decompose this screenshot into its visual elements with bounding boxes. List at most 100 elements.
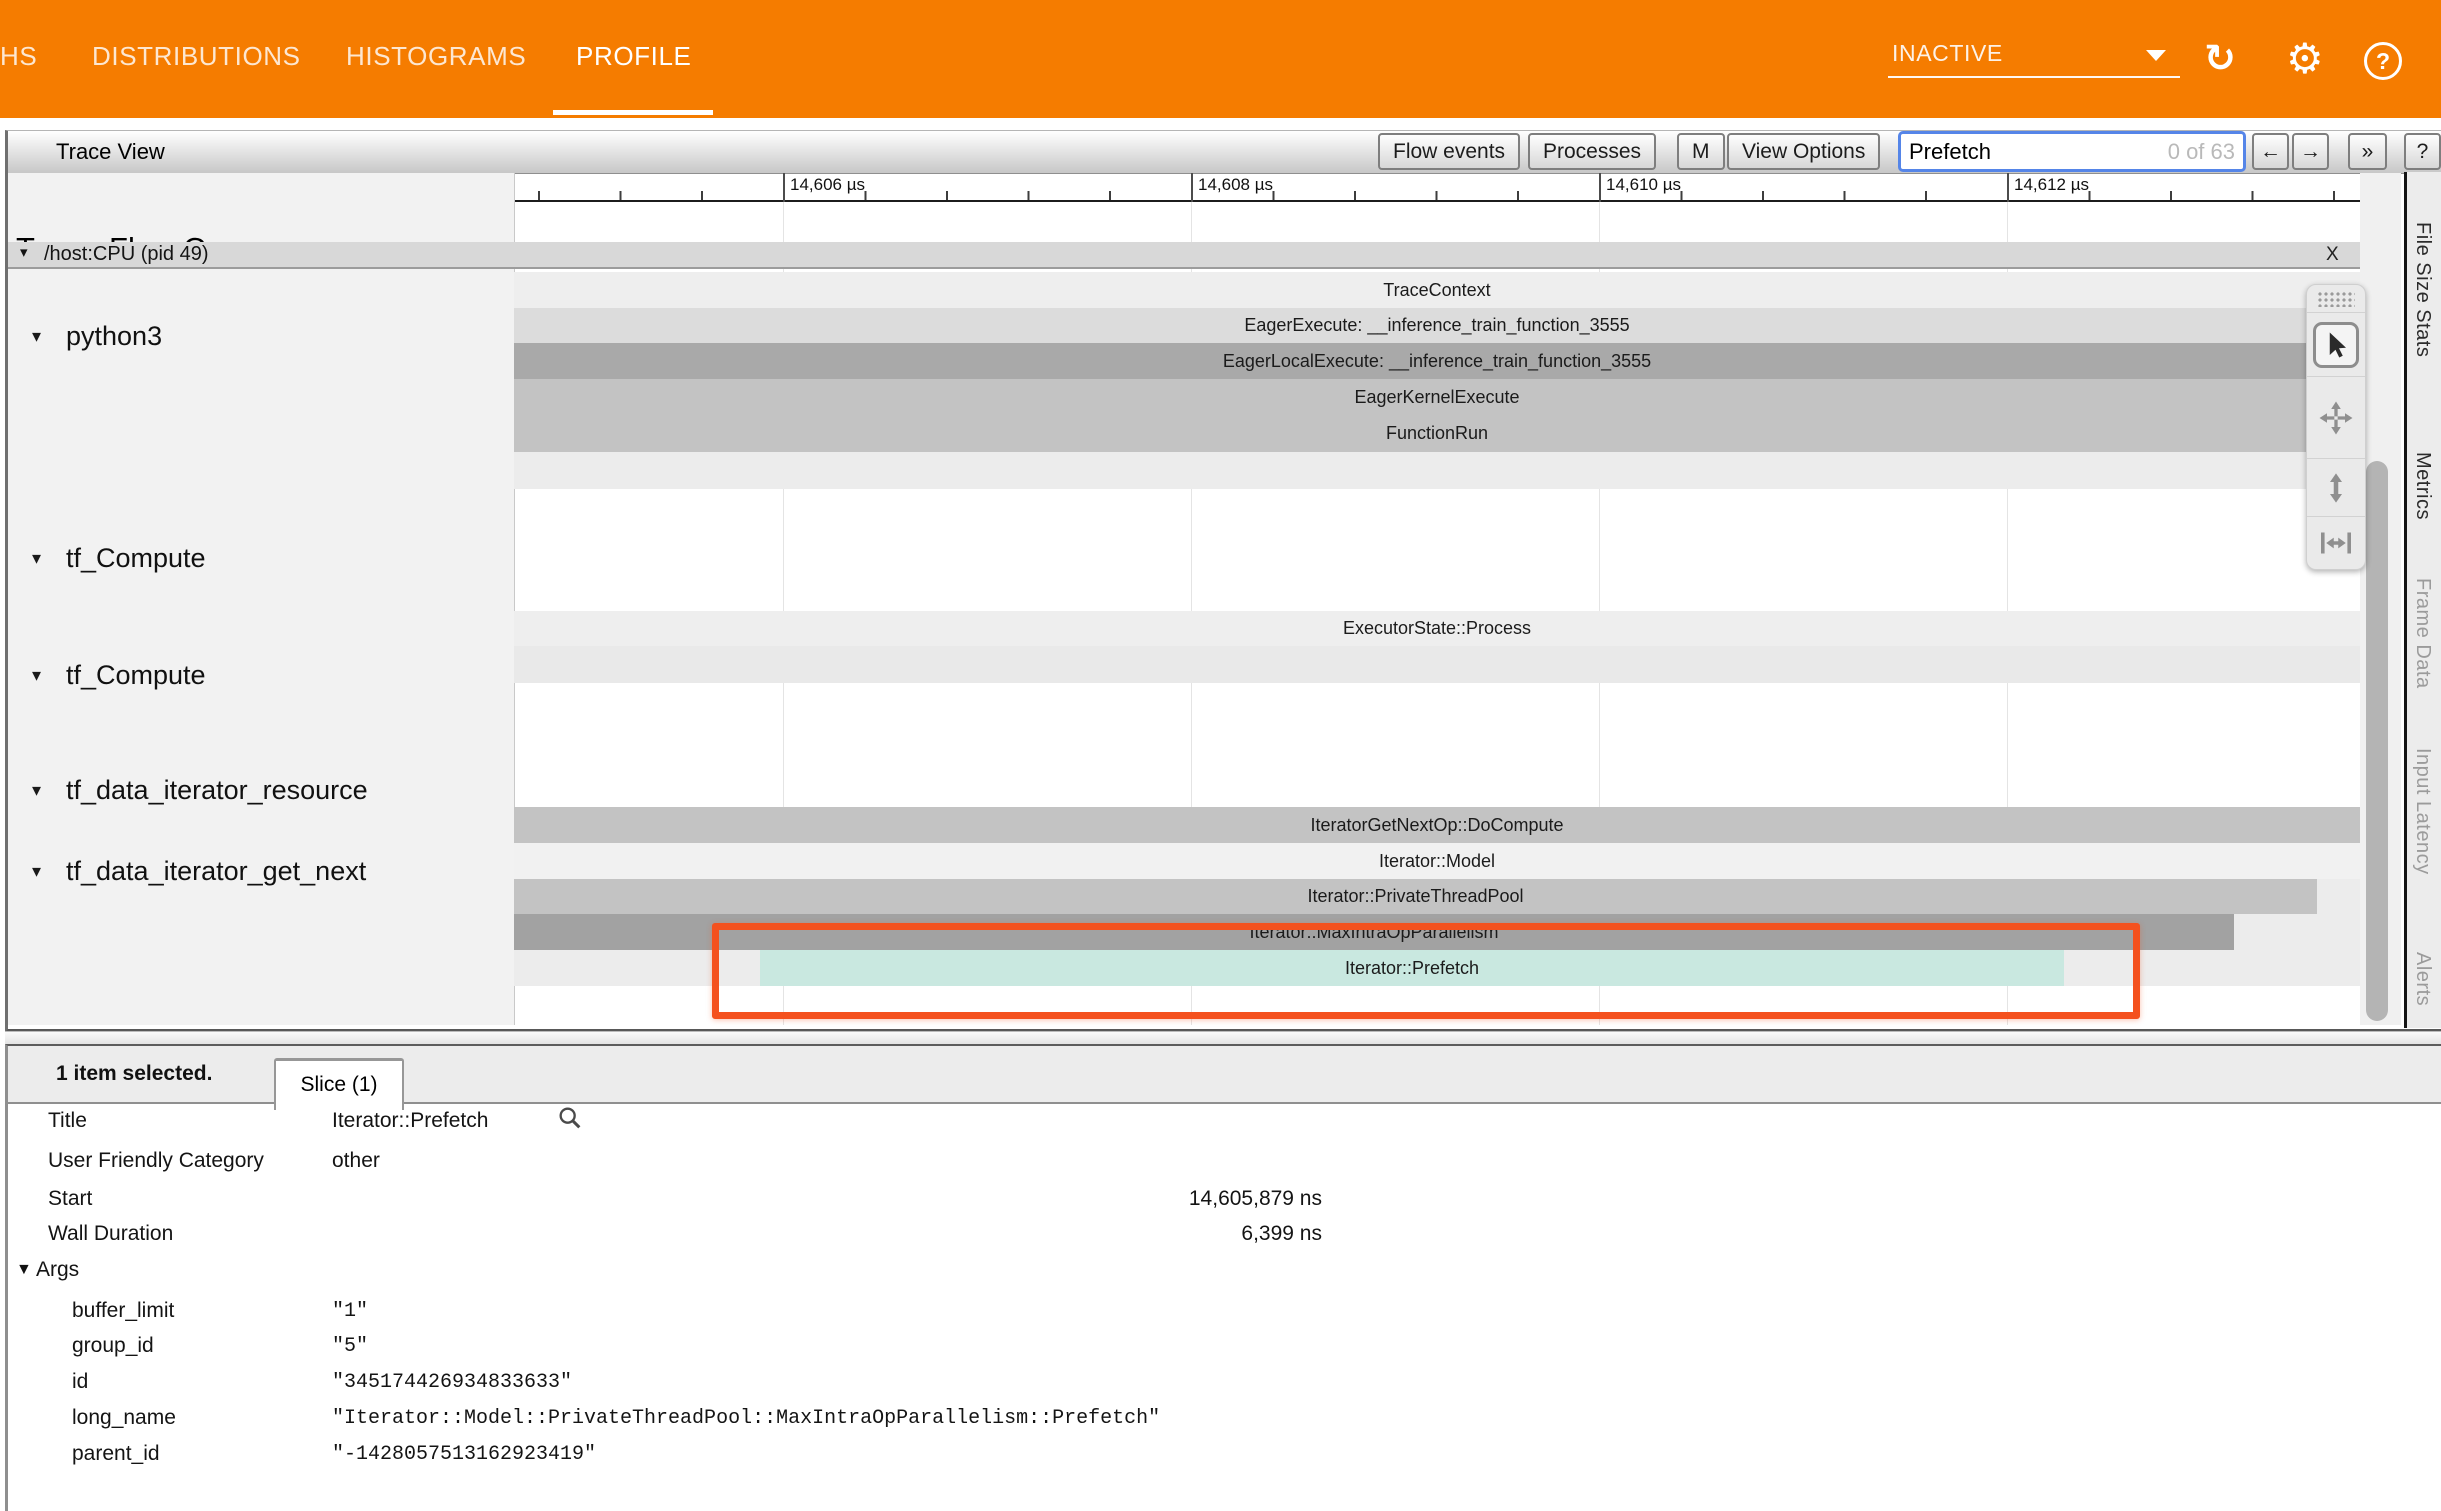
trace-horizontal-scrollbar[interactable] [5,1031,2441,1045]
trace-event-bar[interactable]: TraceContext [514,272,2360,308]
trace-event-bar[interactable]: EagerLocalExecute: __inference_train_fun… [514,343,2360,379]
close-process-icon[interactable]: X [2326,244,2339,265]
collapse-triangle-icon: ▾ [32,326,42,346]
arg-key: id [72,1370,89,1393]
timeline-tick-label: 14,612 µs [2014,175,2090,194]
timing-tool-button[interactable] [2307,517,2365,569]
panel-title: Trace View [56,139,165,164]
timeline-tick-label: 14,610 µs [1606,175,1682,194]
field-label: Start [48,1187,93,1210]
more-button[interactable]: » [2348,133,2387,170]
palette-drag-handle[interactable] [2307,285,2365,313]
side-tab-alerts[interactable]: Alerts [2412,952,2434,1007]
zoom-tool-button[interactable] [2307,459,2365,517]
collapse-triangle-icon: ▾ [32,861,42,881]
track-label-panel: TensorFlow Ops ▾ python3 ▾ tf_Compute ▾ … [8,173,515,1025]
select-tool-active-frame [2313,321,2359,368]
trace-view-panel: Trace View Flow events Processes M View … [5,130,2441,1032]
field-label: Wall Duration [48,1222,174,1245]
trace-vertical-scrollbar[interactable] [2360,173,2401,1025]
selection-status: 1 item selected. [56,1062,213,1085]
process-header-row[interactable]: ▾ /host:CPU (pid 49) X [8,242,2360,269]
tab-profile[interactable]: PROFILE [576,41,692,71]
vertical-zoom-icon [2330,472,2342,503]
trace-event-bar[interactable]: ExecutorState::Process [514,611,2360,646]
refresh-icon[interactable]: ↻ [2204,38,2236,80]
timeline-major-tick [783,173,785,202]
pan-tool-button[interactable] [2307,377,2365,459]
processes-button[interactable]: Processes [1528,133,1657,170]
search-input[interactable] [1901,134,2243,169]
tab-histograms[interactable]: HISTOGRAMS [346,41,527,71]
timeline-major-tick [2007,173,2009,202]
side-tab-file-size-stats[interactable]: File Size Stats [2412,222,2434,358]
arg-value: "-1428057513162923419" [332,1443,597,1466]
select-tool-button[interactable] [2307,313,2365,377]
trace-event-bar[interactable]: IteratorGetNextOp::DoCompute [514,807,2360,843]
grip-dots-icon [2317,290,2355,307]
timeline-minor-ticks [514,191,2360,200]
tab-graphs-partial[interactable]: HS [0,41,38,71]
trace-event-bar[interactable]: FunctionRun [514,415,2360,452]
side-tab-frame-data[interactable]: Frame Data [2412,578,2434,689]
arg-value: "5" [332,1335,369,1358]
next-match-button[interactable]: → [2292,133,2329,170]
trace-empty-row [514,452,2360,489]
side-tab-strip: File Size Stats Metrics Frame Data Input… [2404,172,2441,1028]
search-title-icon[interactable] [556,1104,584,1132]
args-collapse-icon[interactable]: ▼ [16,1261,32,1278]
tool-palette [2306,284,2366,570]
field-value: 6,399 ns [1241,1222,1322,1245]
field-value: 14,605,879 ns [1188,1187,1322,1210]
track-label-python3[interactable]: ▾ python3 [32,321,163,351]
scrollbar-thumb[interactable] [2366,461,2388,1021]
collapse-triangle-icon: ▾ [32,780,42,800]
prev-match-button[interactable]: ← [2252,133,2289,170]
help-icon[interactable]: ? [2364,42,2402,80]
run-selector[interactable]: INACTIVE [1888,38,2180,78]
trace-empty-row [514,646,2360,683]
arg-key: long_name [72,1406,176,1429]
track-label-tf-compute-1[interactable]: ▾ tf_Compute [32,543,206,573]
field-value: Iterator::Prefetch [332,1109,489,1132]
search-match-count: 0 of 63 [2167,139,2235,164]
timeline-tick-label: 14,608 µs [1198,175,1274,194]
field-value: other [332,1149,380,1172]
side-tab-metrics[interactable]: Metrics [2412,452,2434,520]
field-label: Title [48,1109,87,1132]
trace-event-bar[interactable]: Iterator::Model [514,843,2360,879]
arg-key: parent_id [72,1442,160,1465]
track-label-tf-data-iterator-resource[interactable]: ▾ tf_data_iterator_resource [32,775,368,805]
selection-details-panel: 1 item selected. Slice (1) Title Iterato… [5,1044,2441,1511]
timeline-axis-line [514,200,2360,202]
track-label-tf-compute-2[interactable]: ▾ tf_Compute [32,660,206,690]
arg-value: "Iterator::Model::PrivateThreadPool::Max… [332,1407,1161,1430]
arg-key: group_id [72,1334,154,1357]
flow-events-button[interactable]: Flow events [1378,133,1521,170]
trace-event-bar[interactable]: EagerExecute: __inference_train_function… [514,308,2360,343]
args-section-label: Args [36,1258,80,1281]
timeline-tick-label: 14,606 µs [790,175,866,194]
collapse-triangle-icon: ▾ [32,665,42,685]
trace-help-button[interactable]: ? [2404,133,2441,170]
tab-distributions[interactable]: DISTRIBUTIONS [92,41,301,71]
trace-event-bar-selected[interactable]: Iterator::Prefetch [760,950,2064,986]
view-options-button[interactable]: View Options [1727,133,1881,170]
timing-range-icon [2321,532,2351,554]
arg-key: buffer_limit [72,1299,175,1322]
trace-event-bar[interactable]: EagerKernelExecute [514,379,2360,415]
metadata-button[interactable]: M [1677,133,1725,170]
top-navbar: HS DISTRIBUTIONS HISTOGRAMS PROFILE INAC… [0,0,2441,118]
tab-slice[interactable]: Slice (1) [274,1058,404,1110]
settings-icon[interactable]: ⚙ [2286,35,2324,82]
timeline-major-tick [1191,173,1193,202]
pan-arrows-icon [2319,401,2353,434]
trace-event-bar[interactable]: Iterator::PrivateThreadPool [514,879,2317,914]
side-tab-input-latency[interactable]: Input Latency [2412,748,2434,875]
collapse-triangle-icon: ▾ [20,244,28,261]
active-tab-underline [553,110,713,115]
track-label-tf-data-iterator-get-next[interactable]: ▾ tf_data_iterator_get_next [32,856,367,886]
arg-value: "345174426934833633" [332,1371,573,1394]
trace-view-titlebar: Trace View Flow events Processes M View … [8,131,2441,174]
